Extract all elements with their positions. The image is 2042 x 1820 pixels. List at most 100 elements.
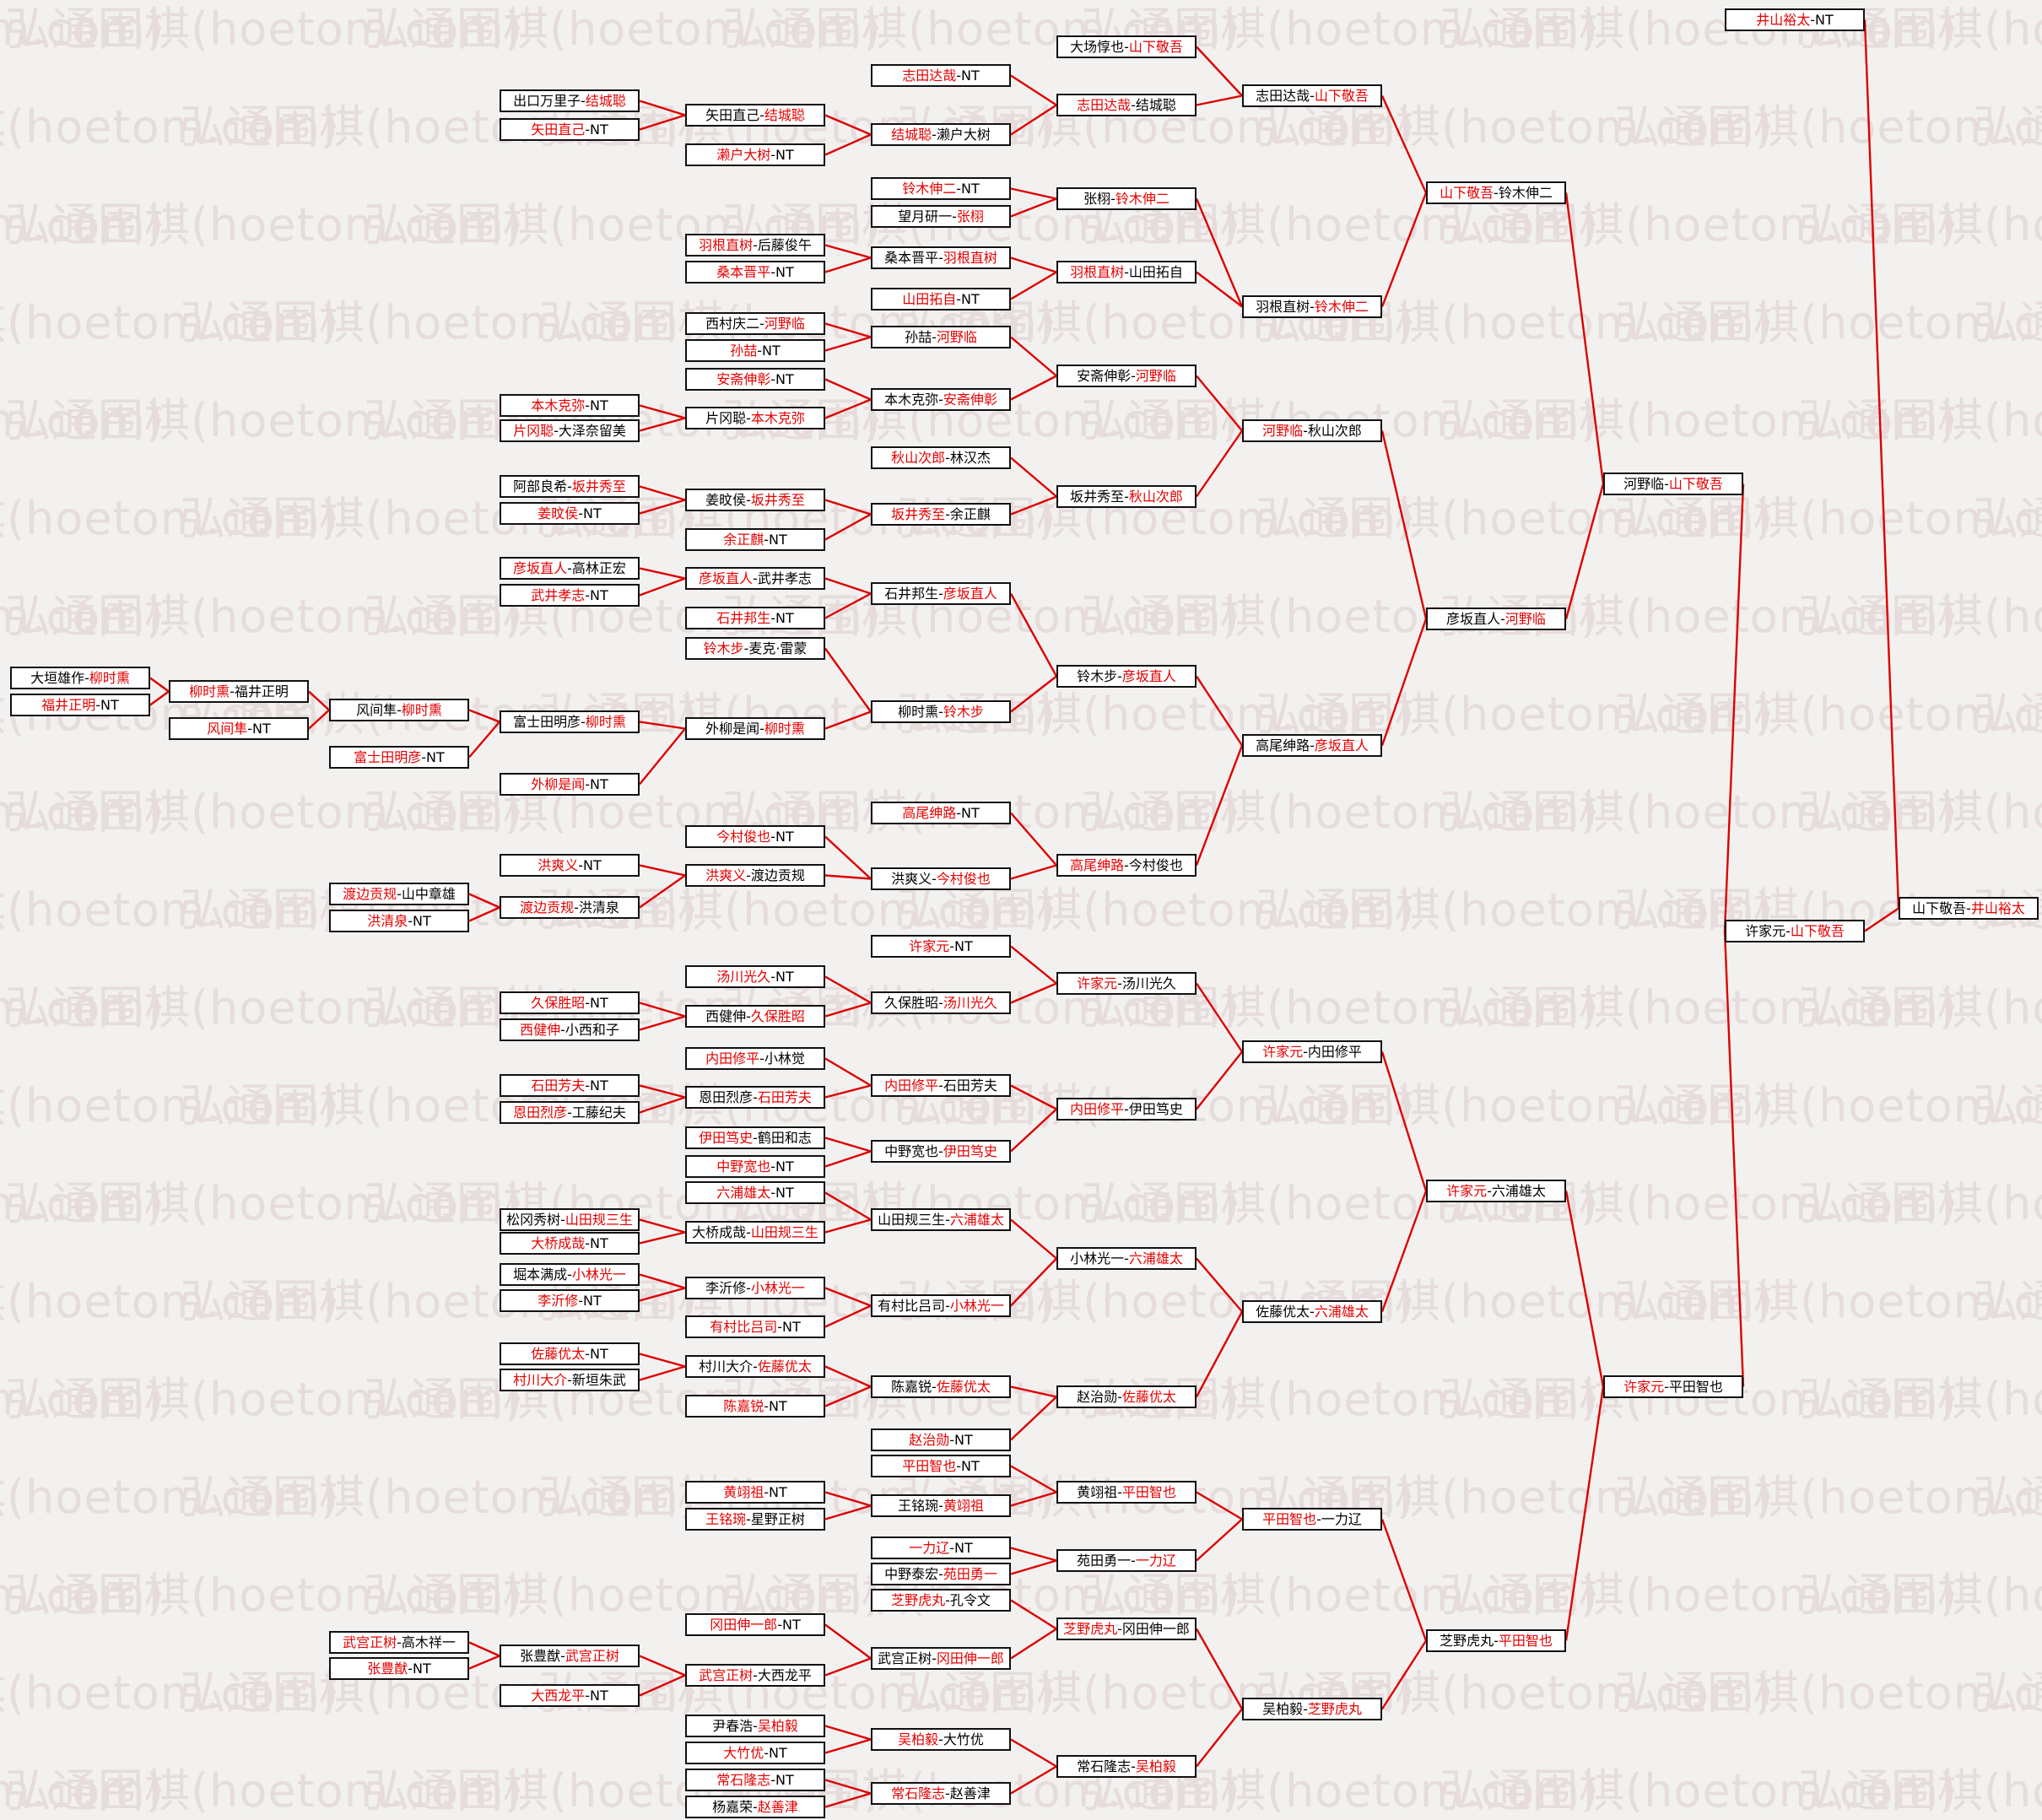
player-name: -NT bbox=[585, 1235, 608, 1251]
match-box: 平田智也-NT bbox=[871, 1455, 1011, 1477]
winner-name: 渡边贡规 bbox=[520, 899, 575, 915]
winner-name: 冈田伸一郎 bbox=[710, 1617, 778, 1633]
match-box: 西健伸-小西和子 bbox=[500, 1018, 640, 1041]
watermark-text: 弘通围棋(hoetom.com) bbox=[1798, 394, 2042, 447]
watermark-text: 弘通围棋(hoetom.com) bbox=[364, 3, 882, 56]
match-box: 恩田烈彦-工藤纪夫 bbox=[500, 1101, 640, 1124]
match-box: 王铭琬-星野正树 bbox=[685, 1508, 825, 1531]
watermark-text: 弘通围棋(hoetom.com) bbox=[1081, 1569, 1599, 1622]
winner-name: 武宫正树 bbox=[699, 1667, 754, 1683]
watermark-text: 弘通围棋(hoetom.com) bbox=[5, 3, 523, 56]
match-box: 秋山次郎-林汉杰 bbox=[871, 446, 1011, 469]
player-name: -NT bbox=[585, 776, 608, 792]
winner-name: 许家元 bbox=[1623, 1379, 1665, 1395]
match-box: 平田智也-一力辽 bbox=[1242, 1508, 1382, 1531]
match-box: 河野临-山下敬吾 bbox=[1603, 473, 1743, 495]
match-box: 结城聪-濑户大树 bbox=[871, 123, 1011, 146]
winner-name: 六浦雄太 bbox=[949, 1212, 1004, 1228]
watermark-text: 弘通围棋(hoetom.com) bbox=[1798, 590, 2042, 643]
watermark-text: 弘通围棋(hoetom.com) bbox=[5, 198, 523, 251]
player-name: -NT bbox=[585, 122, 608, 138]
match-box: 许家元-平田智也 bbox=[1603, 1375, 1743, 1398]
winner-name: 山下敬吾 bbox=[1128, 39, 1183, 55]
winner-name: 坂井秀至 bbox=[750, 492, 805, 508]
match-box: 福井正明-NT bbox=[10, 694, 150, 716]
match-box: 坂井秀至-余正麒 bbox=[871, 503, 1011, 526]
match-box: 姜旼侯-坂井秀至 bbox=[685, 489, 825, 511]
match-box: 彦坂直人-河野临 bbox=[1426, 608, 1566, 630]
winner-name: 许家元 bbox=[1262, 1044, 1304, 1060]
player-name: -NT bbox=[764, 1745, 787, 1761]
match-box: 常石隆志-赵善津 bbox=[871, 1782, 1011, 1805]
winner-name: 结城聪 bbox=[585, 93, 626, 109]
match-box: 恩田烈彦-石田芳夫 bbox=[685, 1086, 825, 1109]
winner-name: 柳时熏 bbox=[189, 683, 230, 699]
winner-name: 伊田笃史 bbox=[943, 1143, 997, 1159]
winner-name: 柳时熏 bbox=[764, 721, 805, 737]
match-box: 冈田伸一郎-NT bbox=[685, 1613, 825, 1636]
player-name: 高尾绅路- bbox=[1256, 737, 1315, 753]
match-box: 石田芳夫-NT bbox=[500, 1074, 640, 1097]
winner-name: 山田规三生 bbox=[750, 1224, 818, 1240]
watermark-text: 弘通围棋(hoetom.com) bbox=[0, 394, 165, 447]
winner-name: 赵善津 bbox=[757, 1799, 798, 1815]
player-name: 苑田勇一- bbox=[1077, 1553, 1136, 1569]
match-box: 桑本晋平-NT bbox=[685, 261, 825, 284]
winner-name: 西健伸 bbox=[520, 1022, 561, 1038]
player-name: -秋山次郎 bbox=[1303, 423, 1362, 439]
match-box: 彦坂直人-武井孝志 bbox=[685, 567, 825, 590]
watermark-text: 弘通围棋(hoetom.com) bbox=[1440, 786, 1958, 839]
player-name: 外柳是闻- bbox=[705, 721, 764, 737]
match-box: 陈嘉锐-佐藤优太 bbox=[871, 1375, 1011, 1398]
winner-name: 许家元 bbox=[1446, 1183, 1488, 1199]
watermark-text: 弘通围棋(hoetom.com) bbox=[1440, 3, 1958, 56]
watermark-text: 弘通围棋(hoetom.com) bbox=[5, 1764, 523, 1817]
match-box: 松冈秀树-山田规三生 bbox=[500, 1208, 640, 1231]
match-box: 坂井秀至-秋山次郎 bbox=[1056, 485, 1197, 508]
winner-name: 井山裕太 bbox=[1756, 12, 1811, 28]
winner-name: 河野临 bbox=[1135, 368, 1176, 384]
winner-name: 常石隆志 bbox=[891, 1785, 946, 1801]
player-name: 杨嘉荣- bbox=[712, 1799, 758, 1815]
player-name: -NT bbox=[770, 1158, 794, 1175]
player-name: 本木克弥- bbox=[884, 392, 943, 408]
winner-name: 许家元 bbox=[909, 938, 950, 954]
player-name: -余正麒 bbox=[945, 506, 991, 522]
match-box: 西健伸-久保胜昭 bbox=[685, 1005, 825, 1028]
watermark-text: 弘通围棋(hoetom.com) bbox=[1798, 1764, 2042, 1817]
match-box: 久保胜昭-NT bbox=[500, 991, 640, 1014]
match-box: 赵治勋-佐藤优太 bbox=[1056, 1385, 1197, 1408]
match-box: 洪爽义-渡边贡规 bbox=[685, 864, 825, 887]
winner-name: 彦坂直人 bbox=[1314, 737, 1369, 753]
winner-name: 洪爽义 bbox=[705, 867, 747, 883]
watermark-text: 弘通围棋(hoetom.com) bbox=[1614, 1275, 2042, 1328]
player-name: 孙喆- bbox=[905, 329, 937, 345]
match-box: 志田达哉-山下敬吾 bbox=[1242, 84, 1382, 107]
match-box: 芝野虎丸-冈田伸一郎 bbox=[1056, 1617, 1197, 1640]
winner-name: 羽根直树 bbox=[699, 237, 754, 253]
winner-name: 石田芳夫 bbox=[757, 1089, 812, 1105]
winner-name: 芝野虎丸 bbox=[1063, 1621, 1118, 1637]
player-name: -NT bbox=[949, 1432, 973, 1448]
watermark-text: 弘通围棋(hoetom.com) bbox=[1256, 100, 1774, 154]
player-name: -NT bbox=[764, 1484, 787, 1500]
player-name: -后藤俊午 bbox=[753, 237, 812, 253]
player-name: 坂井秀至- bbox=[1070, 489, 1129, 505]
winner-name: 芝野虎丸 bbox=[1307, 1701, 1362, 1717]
winner-name: 安斋伸彰 bbox=[716, 371, 771, 387]
winner-name: 汤川光久 bbox=[943, 995, 997, 1011]
player-name: 望月研一- bbox=[898, 208, 957, 224]
match-box: 张豊猷-NT bbox=[329, 1657, 469, 1680]
player-name: 山田规三生- bbox=[878, 1212, 950, 1228]
winner-name: 柳时熏 bbox=[585, 714, 626, 730]
match-box: 矢田直己-结城聪 bbox=[685, 104, 825, 127]
winner-name: 武宫正树 bbox=[565, 1648, 619, 1664]
winner-name: 小林光一 bbox=[571, 1266, 626, 1283]
watermark-text: 弘通围棋(hoetom.com) bbox=[1973, 1275, 2042, 1328]
watermark-text: 弘通围棋(hoetom.com) bbox=[1256, 1079, 1774, 1132]
player-name: -小西和子 bbox=[560, 1022, 619, 1038]
winner-name: 芝野虎丸 bbox=[891, 1592, 946, 1608]
watermark-text: 弘通围棋(hoetom.com) bbox=[1614, 1079, 2042, 1132]
player-name: 山下敬吾- bbox=[1912, 900, 1971, 916]
